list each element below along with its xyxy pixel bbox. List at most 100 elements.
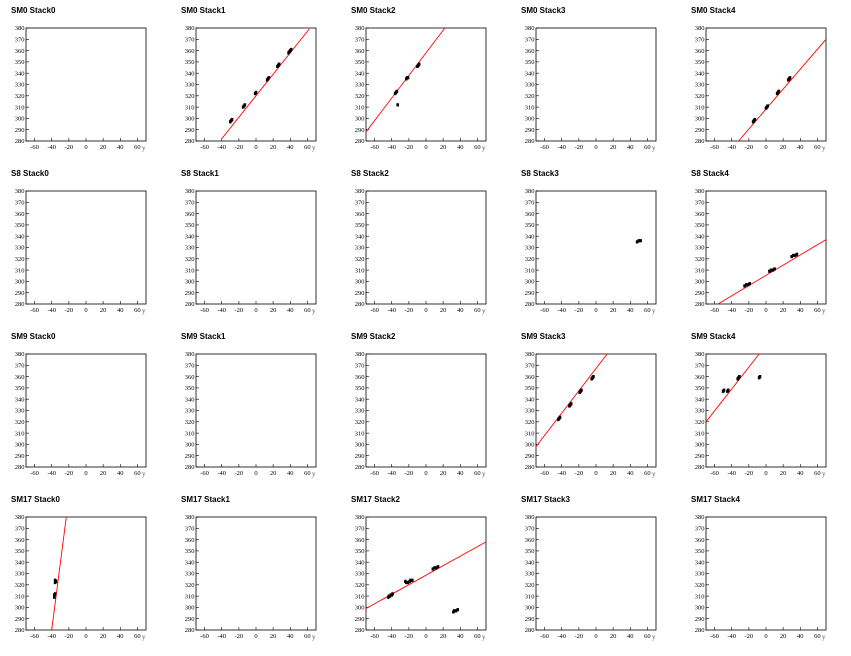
data-point [773,267,776,271]
y-tick-label: 340 [15,70,25,77]
x-tick-label: -60 [540,144,549,151]
data-point [746,283,750,287]
x-tick-label: 0 [764,470,767,477]
y-tick-label: 380 [15,351,25,358]
x-tick-label: -60 [370,470,379,477]
x-tick-label: 0 [254,470,257,477]
x-tick-label: -40 [727,470,736,477]
data-point [53,592,57,596]
plot-frame [25,353,147,468]
panel: SM0 Stack1 280 290 300 310 320 330 340 350 360 370… [181,6,317,152]
x-tick-label: 0 [424,307,427,314]
panel: SM0 Stack0 280 290 300 310 320 330 340 350 360 370… [11,6,147,152]
y-tick-label: 290 [355,290,365,297]
panel-title: SM9 Stack4 [691,332,736,341]
x-tick-label: -20 [235,307,244,314]
y-tick-label: 330 [15,82,25,89]
data-point [452,609,456,613]
y-tick-label: 380 [355,25,365,32]
y-tick-label: 380 [355,514,365,521]
y-tick-label: 310 [525,267,535,274]
plot-frame [535,27,657,142]
y-tick-label: 280 [15,138,25,145]
y-tick-label: 320 [355,419,365,426]
y-tick-label: 350 [355,222,365,229]
x-axis-label: y [312,470,316,478]
y-tick-label: 350 [355,548,365,555]
data-point [395,89,399,93]
panel-title: SM17 Stack0 [11,495,60,504]
x-tick-label: -60 [200,144,209,151]
data-point [769,268,773,272]
y-tick-label: 360 [695,374,705,381]
y-tick-label: 290 [185,290,195,297]
y-tick-label: 340 [355,70,365,77]
y-tick-label: 280 [695,627,705,634]
y-tick-label: 290 [15,290,25,297]
x-tick-label: -60 [200,633,209,640]
y-tick-label: 350 [185,385,195,392]
y-tick-label: 380 [695,351,705,358]
fit-line [51,516,67,631]
y-tick-label: 280 [185,301,195,308]
data-point [558,415,562,419]
y-tick-label: 310 [185,104,195,111]
y-tick-label: 340 [355,559,365,566]
y-tick-label: 370 [355,526,365,533]
x-tick-label: 0 [84,307,87,314]
y-tick-label: 340 [355,233,365,240]
y-tick-label: 330 [355,408,365,415]
y-tick-label: 320 [15,93,25,100]
fit-line [705,353,760,423]
x-tick-label: 60 [304,470,311,477]
x-tick-label: 0 [84,144,87,151]
y-tick-label: 310 [355,104,365,111]
plot-frame [705,190,827,305]
y-tick-label: 320 [185,256,195,263]
panel: SM9 Stack3 280 290 300 310 320 330 340 350 360 370… [521,332,657,478]
y-tick-label: 370 [185,526,195,533]
y-tick-label: 340 [355,396,365,403]
y-tick-label: 370 [355,200,365,207]
x-tick-label: 40 [287,633,294,640]
panel: S8 Stack0 280 290 300 310 320 330 340 350 360 370 3… [11,169,147,315]
y-tick-label: 310 [355,267,365,274]
panel-title: S8 Stack0 [11,169,49,178]
panel-title: SM9 Stack1 [181,332,226,341]
x-tick-label: 60 [134,633,141,640]
x-tick-label: -60 [540,307,549,314]
y-tick-label: 280 [185,464,195,471]
x-tick-label: 20 [270,307,277,314]
x-tick-label: -60 [200,470,209,477]
y-tick-label: 370 [15,37,25,44]
x-tick-label: 20 [440,144,447,151]
x-tick-label: 60 [134,144,141,151]
panel: SM17 Stack4 280 290 300 310 320 330 340 350 360 37… [691,495,827,641]
y-tick-label: 280 [355,301,365,308]
y-tick-label: 360 [525,374,535,381]
x-tick-label: -60 [370,633,379,640]
panel-title: S8 Stack2 [351,169,389,178]
y-tick-label: 350 [525,222,535,229]
data-point [289,47,293,52]
y-tick-label: 350 [15,385,25,392]
y-tick-label: 300 [695,279,705,286]
y-tick-label: 360 [15,537,25,544]
y-tick-label: 380 [185,351,195,358]
x-tick-label: -60 [710,470,719,477]
data-point [758,375,762,379]
y-tick-label: 370 [185,200,195,207]
x-tick-label: -20 [65,633,74,640]
y-tick-label: 330 [355,571,365,578]
x-tick-label: 40 [797,633,804,640]
y-tick-label: 330 [355,82,365,89]
data-point [391,592,394,596]
plot-frame [365,190,487,305]
panel-title: S8 Stack3 [521,169,559,178]
y-tick-label: 360 [355,48,365,55]
x-tick-label: 40 [117,307,124,314]
x-tick-label: -40 [557,470,566,477]
fit-line [221,28,310,140]
data-point [722,388,726,392]
x-tick-label: 40 [797,470,804,477]
